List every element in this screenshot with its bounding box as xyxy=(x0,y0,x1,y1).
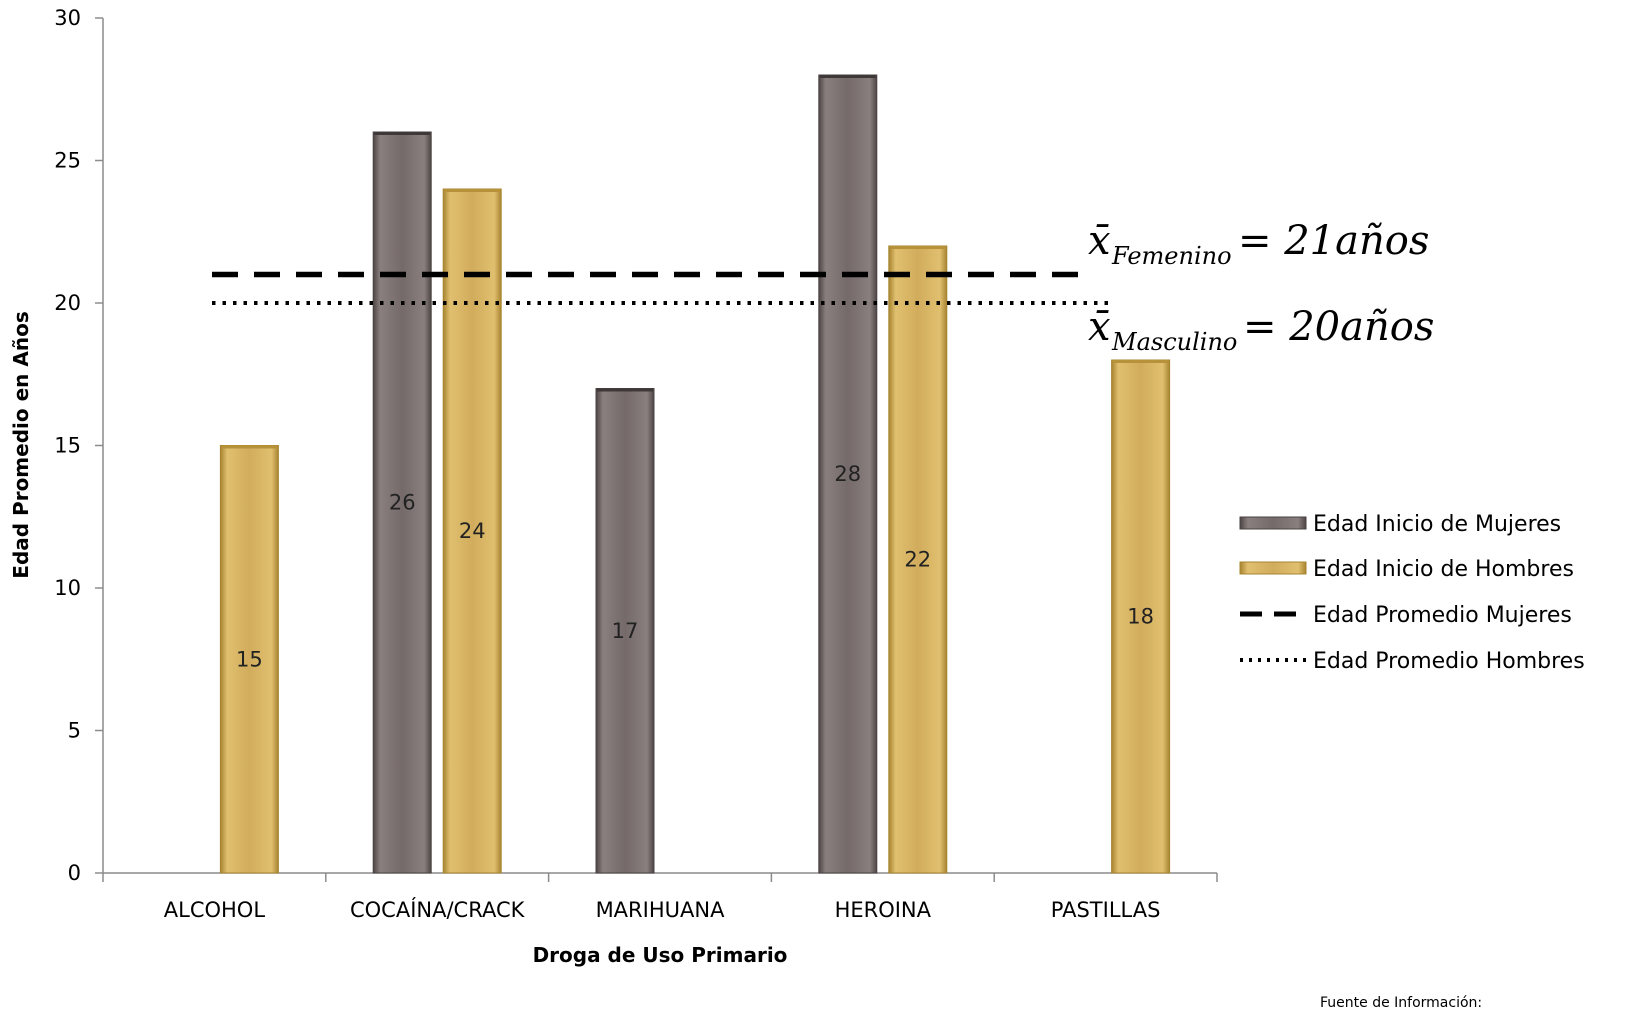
x-tick-label: PASTILLAS xyxy=(1051,898,1161,922)
legend: Edad Inicio de Mujeres Edad Inicio de Hom… xyxy=(1239,512,1585,674)
legend-label: Edad Inicio de Mujeres xyxy=(1313,512,1561,537)
y-tick-label: 20 xyxy=(54,291,81,315)
y-axis-title: Edad Promedio en Años xyxy=(9,311,33,578)
data-label: 26 xyxy=(389,491,416,515)
labels: 0 5 10 15 20 25 30 ALCOHOL COCAÍNA/CRACK MARIHUAN… xyxy=(54,6,1160,922)
bar-top-edge xyxy=(444,189,501,192)
x-tick-label: MARIHUANA xyxy=(596,898,726,922)
data-label: 28 xyxy=(834,462,861,486)
bar xyxy=(219,445,279,874)
data-label: 18 xyxy=(1127,605,1154,629)
formula-subscript: Femenino xyxy=(1111,242,1232,270)
data-label: 17 xyxy=(612,619,639,643)
bar xyxy=(888,245,948,874)
bar-top-edge xyxy=(221,445,278,449)
y-tick-label: 10 xyxy=(54,576,81,600)
x-tick-label: ALCOHOL xyxy=(164,898,266,922)
legend-label: Edad Promedio Hombres xyxy=(1313,649,1585,674)
data-label: 15 xyxy=(236,647,263,671)
bar xyxy=(818,74,878,874)
bar xyxy=(442,188,502,874)
y-tick-label: 25 xyxy=(54,149,81,173)
x-tick-label: HEROINA xyxy=(835,898,932,922)
legend-swatch xyxy=(1239,516,1307,530)
reference-lines xyxy=(212,271,1108,305)
legend-label: Edad Promedio Mujeres xyxy=(1313,603,1572,628)
x-axis-title: Droga de Uso Primario xyxy=(533,943,788,967)
bar-top-edge xyxy=(374,132,431,135)
source-note: Fuente de Información: xyxy=(1320,995,1482,1011)
bar-top-edge xyxy=(819,75,876,78)
legend-swatch xyxy=(1239,561,1307,575)
bar-top-edge xyxy=(1112,360,1169,363)
bar xyxy=(595,388,655,874)
axes xyxy=(95,17,1218,882)
data-label: 24 xyxy=(459,519,486,543)
formula-value: = 21años xyxy=(1238,218,1429,264)
formula-subscript: Masculino xyxy=(1111,328,1237,356)
data-label: 22 xyxy=(904,548,931,572)
bar-top-edge xyxy=(597,388,653,392)
bars xyxy=(219,74,1171,874)
y-tick-label: 30 xyxy=(54,6,81,30)
legend-label: Edad Inicio de Hombres xyxy=(1313,557,1574,582)
formula-symbol: x̄ xyxy=(1088,304,1111,350)
x-tick-label: COCAÍNA/CRACK xyxy=(350,897,526,922)
formula-symbol: x̄ xyxy=(1088,218,1111,264)
formula-value: = 20años xyxy=(1243,304,1434,350)
bar xyxy=(372,131,432,874)
y-tick-label: 0 xyxy=(68,861,81,885)
y-tick-label: 15 xyxy=(54,434,81,458)
bar-top-edge xyxy=(889,246,946,249)
y-tick-label: 5 xyxy=(68,719,81,743)
